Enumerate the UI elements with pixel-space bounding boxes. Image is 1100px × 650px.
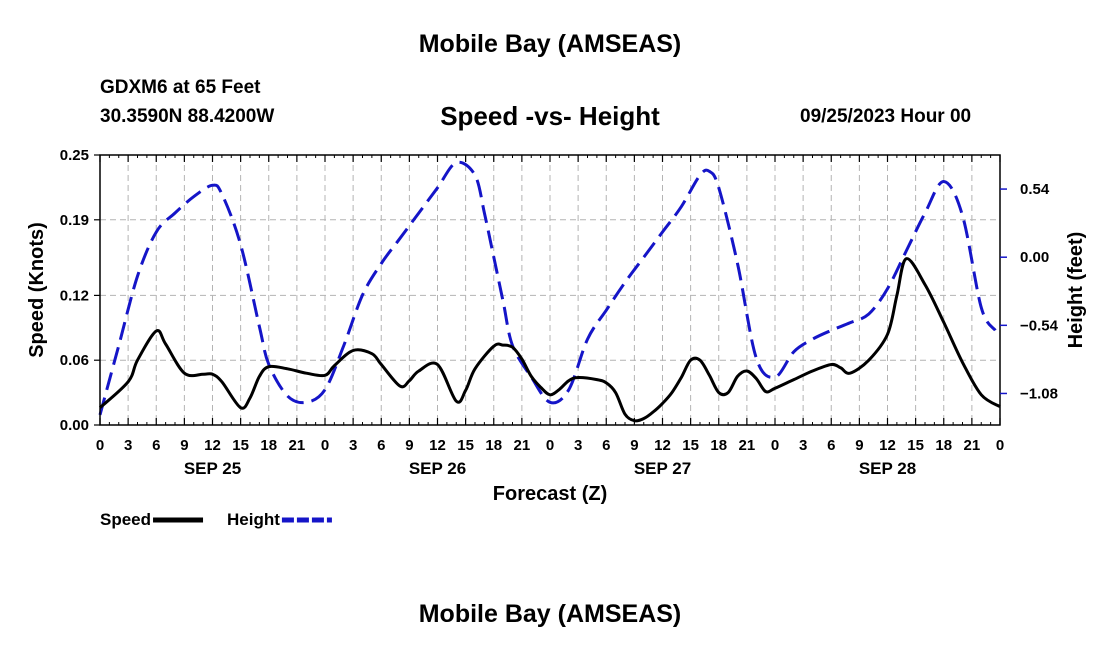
x-tick-label: 15 — [232, 437, 249, 454]
forecast-datetime: 09/25/2023 Hour 00 — [800, 106, 972, 127]
chart-title: Mobile Bay (AMSEAS) — [418, 30, 682, 58]
x-tick-label: 21 — [964, 437, 981, 454]
x-tick-label: 12 — [879, 437, 896, 454]
legend-label: Speed — [100, 510, 151, 529]
x-tick-label: 15 — [457, 437, 474, 454]
day-label: SEP 25 — [184, 459, 241, 478]
y-right-tick-label: −1.08 — [1020, 385, 1058, 402]
x-tick-label: 21 — [739, 437, 756, 454]
x-tick-label: 3 — [349, 437, 357, 454]
series-line-height — [98, 160, 997, 416]
day-label: SEP 27 — [634, 459, 691, 478]
x-tick-label: 9 — [405, 437, 413, 454]
x-tick-label: 0 — [546, 437, 554, 454]
x-tick-label: 12 — [429, 437, 446, 454]
x-tick-label: 21 — [289, 437, 306, 454]
x-tick-label: 0 — [96, 437, 104, 454]
x-tick-label: 3 — [799, 437, 807, 454]
y-left-tick-label: 0.12 — [60, 287, 89, 304]
x-tick-label: 0 — [771, 437, 779, 454]
x-tick-label: 15 — [682, 437, 699, 454]
day-label: SEP 28 — [859, 459, 916, 478]
x-tick-label: 18 — [935, 437, 952, 454]
y-left-tick-label: 0.06 — [60, 352, 89, 369]
x-tick-label: 6 — [827, 437, 835, 454]
grid-lines — [100, 155, 1000, 425]
series-line-speed — [98, 257, 1001, 423]
y-right-tick-label: 0.54 — [1020, 181, 1050, 198]
x-tick-label: 3 — [574, 437, 582, 454]
legend: Speed Height — [100, 510, 332, 529]
y-axis-right-label: Height (feet) — [1065, 232, 1087, 349]
x-tick-label: 15 — [907, 437, 924, 454]
y-axis-left-label: Speed (Knots) — [26, 222, 48, 358]
y-left-tick-label: 0.00 — [60, 417, 89, 434]
y-right-tick-label: 0.00 — [1020, 249, 1049, 266]
x-tick-label: 0 — [996, 437, 1004, 454]
x-tick-label: 12 — [204, 437, 221, 454]
x-axis-label: Forecast (Z) — [493, 483, 607, 505]
x-tick-label: 0 — [321, 437, 329, 454]
y-left-tick-label: 0.19 — [60, 212, 89, 229]
legend-label: Height — [227, 510, 280, 529]
x-tick-label: 3 — [124, 437, 132, 454]
x-tick-label: 21 — [514, 437, 531, 454]
x-tick-label: 18 — [260, 437, 277, 454]
y-right-tick-label: −0.54 — [1020, 317, 1059, 334]
footer-title: Mobile Bay (AMSEAS) — [418, 600, 682, 628]
series-layer — [98, 160, 1001, 423]
x-tick-label: 18 — [485, 437, 502, 454]
x-tick-label: 6 — [377, 437, 385, 454]
y-left-tick-label: 0.25 — [60, 147, 89, 164]
x-tick-label: 6 — [152, 437, 160, 454]
x-tick-label: 18 — [710, 437, 727, 454]
x-tick-label: 6 — [602, 437, 610, 454]
x-tick-label: 9 — [855, 437, 863, 454]
chart-subtitle: Speed -vs- Height — [440, 101, 660, 131]
x-tick-label: 9 — [630, 437, 638, 454]
station-coordinates: 30.3590N 88.4200W — [100, 106, 275, 127]
x-tick-label: 9 — [180, 437, 188, 454]
x-tick-label: 12 — [654, 437, 671, 454]
station-label: GDXM6 at 65 Feet — [100, 77, 261, 98]
day-label: SEP 26 — [409, 459, 466, 478]
axes: 0 3 6 9 12 15 18 21 0 3 6 9 12 15 18 21 0 3 6 9 12 15 18 21 0 3 6 9… — [60, 147, 1059, 478]
